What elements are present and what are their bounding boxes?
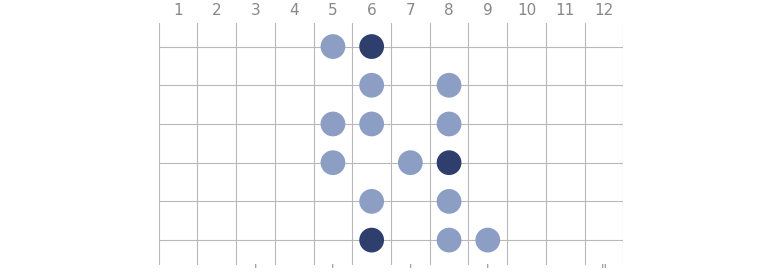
Circle shape [359,34,384,59]
Circle shape [398,150,423,175]
Circle shape [436,228,461,253]
Circle shape [321,34,346,59]
Circle shape [475,228,500,253]
Text: ': ' [409,264,412,277]
Circle shape [436,150,461,175]
Circle shape [321,112,346,136]
Circle shape [436,112,461,136]
Circle shape [436,189,461,214]
Text: ': ' [486,264,490,277]
Circle shape [359,112,384,136]
Circle shape [359,228,384,253]
Text: ': ' [254,264,257,277]
Text: ': ' [332,264,335,277]
Circle shape [321,150,346,175]
Circle shape [359,189,384,214]
Circle shape [359,73,384,98]
Text: '': '' [601,264,608,277]
Circle shape [436,73,461,98]
